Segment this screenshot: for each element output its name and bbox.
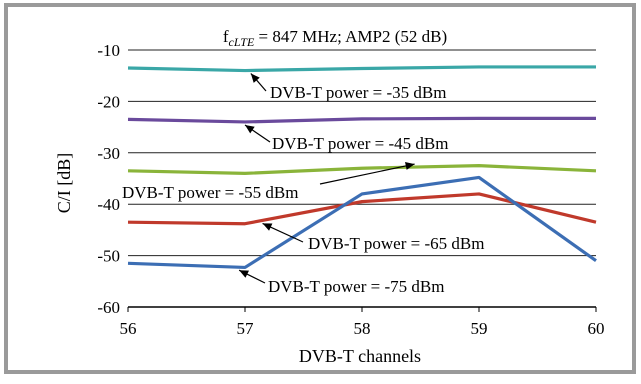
- series-line: [127, 65, 596, 73]
- annotation-arrowhead: [239, 270, 249, 278]
- y-tick-label: -20: [97, 92, 120, 111]
- y-tick-label: -40: [97, 195, 120, 214]
- annotation-layer: DVB-T power = -35 dBm DVB-T power = -45 d…: [122, 73, 484, 296]
- y-axis-label: C/I [dB]: [54, 153, 74, 214]
- series-line: [127, 164, 597, 175]
- series-line: [127, 116, 596, 124]
- chart-title: fcLTE = 847 MHz; AMP2 (52 dB): [223, 27, 447, 49]
- annotation-arrowhead: [405, 162, 415, 170]
- annotation-arrow-line: [319, 163, 415, 185]
- series-annotation-label: DVB-T power = -35 dBm: [270, 83, 446, 102]
- x-tick-label: 60: [588, 319, 605, 338]
- x-tick-label: 57: [237, 319, 255, 338]
- y-tick-label: -60: [97, 298, 120, 317]
- x-axis-label: DVB-T channels: [299, 346, 421, 366]
- x-tick-label: 59: [471, 319, 488, 338]
- y-tick-label: -30: [97, 144, 120, 163]
- grid-layer: [128, 49, 596, 257]
- x-tick-label: 56: [120, 319, 137, 338]
- series-annotation-label: DVB-T power = -45 dBm: [272, 134, 448, 153]
- series-layer: [127, 65, 597, 270]
- y-tick-label: -10: [97, 41, 120, 60]
- annotation-arrowhead: [245, 124, 255, 134]
- series-annotation-label: DVB-T power = -75 dBm: [268, 277, 444, 296]
- annotation-arrowhead: [250, 73, 260, 83]
- series-line: [127, 175, 597, 270]
- series-annotation-label: DVB-T power = -55 dBm: [122, 183, 298, 202]
- annotation-arrowhead: [262, 223, 273, 231]
- y-tick-label: -50: [97, 247, 120, 266]
- series-annotation-label: DVB-T power = -65 dBm: [308, 234, 484, 253]
- x-tick-label: 58: [354, 319, 371, 338]
